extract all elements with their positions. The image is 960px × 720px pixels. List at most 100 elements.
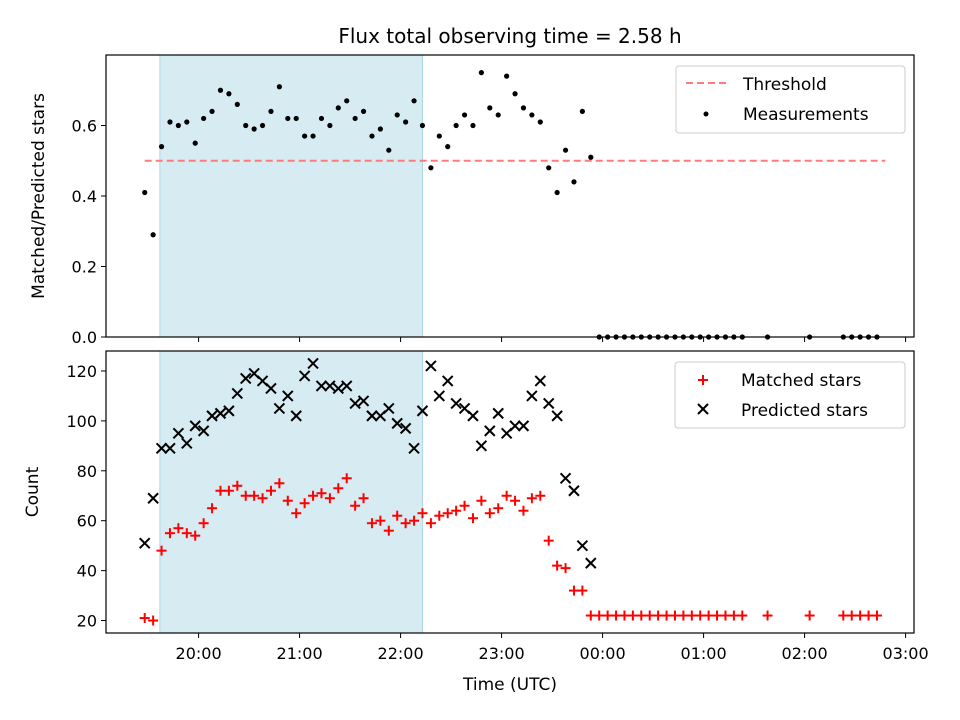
predicted-stars-point-b <box>189 420 201 432</box>
measurements-point <box>360 108 367 114</box>
predicted-stars-point <box>534 375 547 387</box>
matched-stars-point <box>552 560 563 571</box>
matched-stars-point <box>274 478 285 489</box>
x-tick-label: 22:00 <box>378 644 424 663</box>
predicted-stars-point-b <box>383 402 395 415</box>
matched-stars-point <box>661 610 672 621</box>
matched-stars-point <box>173 523 184 534</box>
predicted-stars-point-b <box>298 370 311 382</box>
matched-stars-point <box>417 508 428 519</box>
matched-stars-point <box>737 610 748 621</box>
x-tick-label: 01:00 <box>681 644 727 663</box>
chart-title: Flux total observing time = 2.58 h <box>338 24 681 48</box>
measurements-point <box>461 112 468 118</box>
matched-stars-point <box>291 508 302 519</box>
matched-stars-point <box>636 610 647 621</box>
matched-stars-point <box>678 610 689 621</box>
predicted-stars-point-b <box>509 420 521 432</box>
matched-stars-point <box>703 610 714 621</box>
predicted-stars-point <box>509 420 521 432</box>
predicted-stars-point-b <box>341 380 353 392</box>
predicted-stars-point-b <box>139 537 151 549</box>
measurements-point <box>571 179 577 185</box>
measurements-point <box>259 122 266 129</box>
matched-stars-point <box>712 610 723 621</box>
predicted-stars-point <box>425 360 437 372</box>
predicted-stars-point-b <box>332 382 345 395</box>
bottom-layer: 20 40 60 80 100 120 20:00 21:00 22:00 23:00 00:00 0… <box>66 350 929 663</box>
measurements-point <box>495 112 501 118</box>
predicted-stars-point <box>341 380 353 392</box>
bottom-y-tick-label: 100 <box>66 412 97 431</box>
predicted-stars-point <box>181 437 193 450</box>
matched-stars-point <box>265 485 276 496</box>
predicted-stars-point-b <box>366 410 378 422</box>
matched-stars-point <box>728 610 739 621</box>
measurements-point <box>243 122 249 129</box>
predicted-stars-point-b <box>349 397 361 410</box>
matched-stars-point <box>510 495 521 506</box>
predicted-stars-point <box>433 390 446 402</box>
x-tick-label: 02:00 <box>782 644 828 663</box>
predicted-stars-point <box>442 375 454 387</box>
x-tick-label: 21:00 <box>277 644 323 663</box>
bottom-legend: Matched stars Predicted stars <box>674 361 906 429</box>
predicted-stars-point-b <box>324 380 336 392</box>
matched-stars-point <box>838 610 849 621</box>
measurements-point <box>251 126 257 132</box>
measurements-point <box>302 133 308 139</box>
predicted-stars-point <box>164 442 176 455</box>
matched-stars-point <box>762 610 773 621</box>
measurements-point <box>234 101 240 107</box>
predicted-stars-point <box>155 442 168 455</box>
top-highlight-span <box>159 54 423 338</box>
measurements-point <box>201 115 207 122</box>
predicted-stars-point-b <box>475 440 488 452</box>
predicted-stars-point <box>315 380 328 392</box>
predicted-stars-point-b <box>543 397 555 410</box>
threshold-legend-label: Threshold <box>742 75 827 95</box>
matched-stars-point <box>484 508 495 519</box>
predicted-stars-point <box>559 472 572 484</box>
measurements-point <box>192 140 198 146</box>
predicted-stars-point-b <box>214 407 227 420</box>
measurements-point <box>217 87 224 93</box>
measurements-point <box>504 73 510 79</box>
predicted-stars-point <box>147 492 159 504</box>
predicted-stars-point <box>357 395 370 407</box>
predicted-stars-point-b <box>450 397 462 410</box>
predicted-stars-point-b <box>425 360 437 372</box>
predicted-stars-point <box>399 422 412 435</box>
matched-stars-point <box>375 515 386 526</box>
predicted-stars-point <box>585 557 597 569</box>
matched-stars-point <box>602 610 613 621</box>
measurements-point <box>470 122 476 129</box>
matched-stars-point <box>560 563 571 574</box>
predicted-stars-point <box>290 410 302 422</box>
matched-stars-point <box>669 610 680 621</box>
predicted-stars-point <box>197 425 210 437</box>
measurements-point <box>546 165 552 171</box>
bottom-legend-box <box>674 361 906 429</box>
measurements-point <box>167 119 173 125</box>
predicted-stars-point <box>568 485 580 497</box>
bottom-panel: 20 40 60 80 100 120 20:00 21:00 22:00 23:00 00:00 0… <box>23 350 929 695</box>
predicted-stars-point-b <box>315 380 328 392</box>
predicted-stars-point-b <box>433 390 446 402</box>
top-layer: 0.0 0.2 0.4 0.6 <box>72 54 907 347</box>
predicted-stars-point-b <box>240 372 252 385</box>
predicted-stars-point-b <box>181 437 193 450</box>
matched-stars-point <box>501 490 512 501</box>
measurements-point <box>209 108 215 114</box>
matched-stars-point <box>181 528 192 539</box>
matched-stars-point <box>232 480 243 491</box>
matched-stars-point <box>341 473 352 484</box>
predicted-stars-point <box>484 425 496 437</box>
matched-stars-point <box>627 610 638 621</box>
predicted-stars-point-b <box>172 427 185 440</box>
predicted-stars-point <box>282 390 294 402</box>
matched-stars-point <box>164 528 175 539</box>
matched-stars-point <box>518 505 529 516</box>
matched-stars-point <box>526 493 537 504</box>
predicted-stars-point <box>223 405 235 417</box>
